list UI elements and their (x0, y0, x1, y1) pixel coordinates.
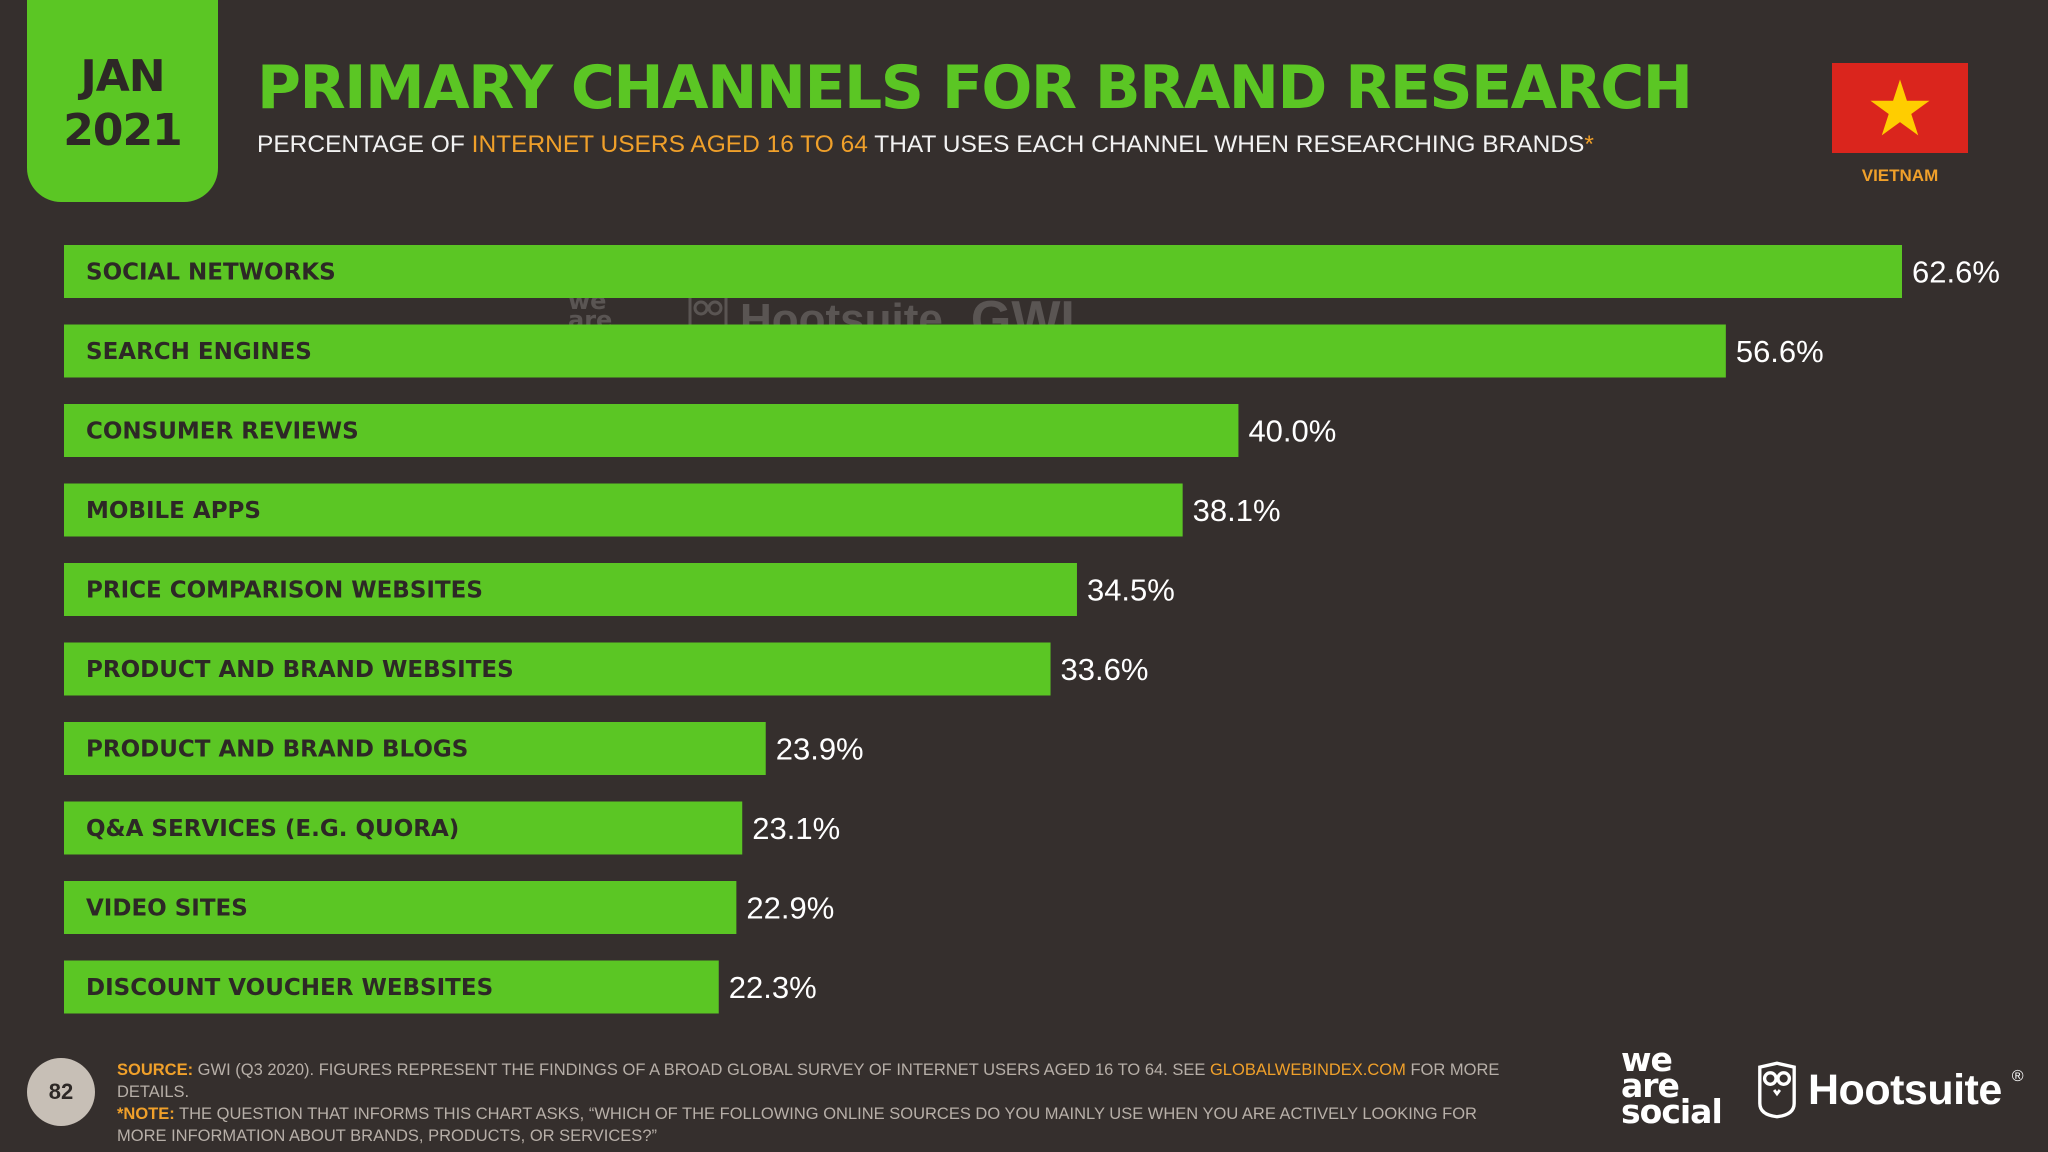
bar-chart: SOCIAL NETWORKS 62.6% SEARCH ENGINES 56.6% C… (64, 245, 2000, 1014)
bar (64, 324, 1726, 378)
source-line: SOURCE: GWI (Q3 2020). FIGURES REPRESENT… (117, 1059, 1517, 1103)
bar-value-label: 33.6% (1061, 652, 1149, 687)
source-link[interactable]: GLOBALWEBINDEX.COM (1209, 1061, 1406, 1079)
bar (64, 483, 1183, 537)
owl-icon (1758, 1061, 1796, 1119)
date-year: 2021 (63, 105, 182, 156)
source-tail: FOR MORE DETAILS. (117, 1061, 1500, 1101)
bar-category-label: PRODUCT AND BRAND WEBSITES (86, 657, 514, 683)
note-text: THE QUESTION THAT INFORMS THIS CHART ASK… (117, 1105, 1477, 1145)
bar (64, 801, 743, 855)
we-are-social-logo: we are social (1621, 1040, 1723, 1131)
note-line: *NOTE: THE QUESTION THAT INFORMS THIS CH… (117, 1103, 1517, 1147)
vietnam-flag-icon (1832, 63, 1968, 153)
flag-star-icon (1870, 79, 1930, 136)
hootsuite-logo: Hootsuite ® (1756, 1058, 2024, 1122)
subtitle-suffix: THAT USES EACH CHANNEL WHEN RESEARCHING … (867, 131, 1585, 158)
page-title: PRIMARY CHANNELS FOR BRAND RESEARCH (257, 53, 1693, 123)
subtitle-asterisk: * (1584, 131, 1594, 158)
bar-value-label: 22.9% (746, 891, 834, 926)
bar-category-label: SOCIAL NETWORKS (86, 260, 336, 286)
bar (64, 722, 766, 775)
country-label: VIETNAM (1861, 166, 1939, 185)
page-subtitle: PERCENTAGE OF INTERNET USERS AGED 16 TO … (257, 130, 1594, 160)
bar-value-label: 23.1% (752, 811, 840, 846)
bar-value-label: 38.1% (1193, 493, 1281, 528)
registered-mark: ® (2011, 1068, 2024, 1085)
note-label: *NOTE: (117, 1105, 175, 1123)
source-label: SOURCE: (117, 1061, 194, 1079)
bar-category-label: MOBILE APPS (86, 498, 261, 524)
bar-category-label: CONSUMER REVIEWS (86, 419, 359, 445)
page-number: 82 (27, 1058, 95, 1126)
date-month: JAN (80, 51, 165, 102)
subtitle-highlight: INTERNET USERS AGED 16 TO 64 (471, 131, 868, 158)
bar (64, 245, 1902, 298)
source-text: GWI (Q3 2020). FIGURES REPRESENT THE FIN… (193, 1061, 1210, 1079)
bar-category-label: VIDEO SITES (86, 896, 248, 922)
bar-value-label: 40.0% (1248, 414, 1336, 449)
bar-value-label: 23.9% (776, 732, 864, 767)
bar-category-label: SEARCH ENGINES (86, 339, 312, 365)
bar-category-label: PRICE COMPARISON WEBSITES (86, 578, 483, 604)
bar-value-label: 56.6% (1736, 334, 1824, 369)
bar (64, 960, 719, 1014)
subtitle-prefix: PERCENTAGE OF (257, 131, 472, 158)
bar-value-label: 34.5% (1087, 573, 1175, 608)
bar (64, 563, 1077, 616)
bar-value-label: 22.3% (729, 970, 817, 1005)
bar-category-label: Q&A SERVICES (E.G. QUORA) (86, 816, 459, 842)
footer-notes: SOURCE: GWI (Q3 2020). FIGURES REPRESENT… (117, 1059, 1517, 1147)
bar-value-label: 62.6% (1912, 255, 2000, 290)
bar-category-label: DISCOUNT VOUCHER WEBSITES (86, 975, 493, 1001)
bar (64, 881, 737, 934)
bar (64, 642, 1051, 696)
date-badge: JAN 2021 (27, 0, 218, 202)
bar-category-label: PRODUCT AND BRAND BLOGS (86, 737, 468, 763)
bar (64, 404, 1239, 457)
